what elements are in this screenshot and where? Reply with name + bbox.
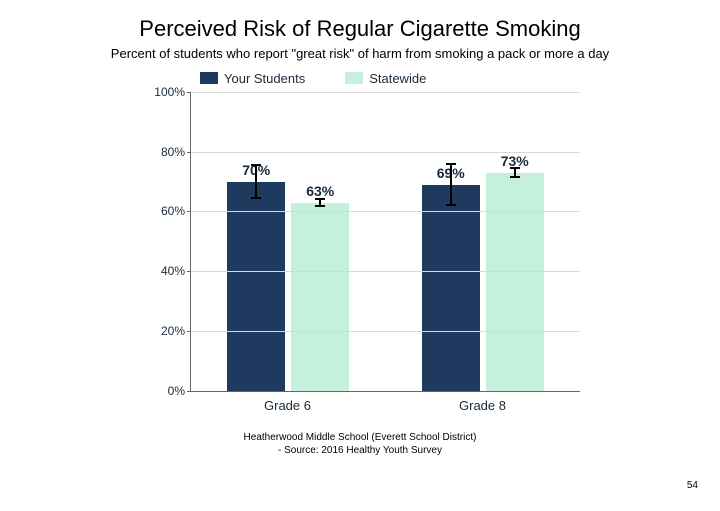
gridline [191,92,580,93]
chart-subtitle: Percent of students who report "great ri… [60,46,660,63]
bar-wrap: 70% [227,92,285,391]
y-tick-label: 20% [141,324,185,338]
bar: 70% [227,182,285,391]
legend: Your Students Statewide [140,71,580,86]
bar-wrap: 73% [486,92,544,391]
bar-group: 70%63% [191,92,386,391]
legend-label: Statewide [369,71,426,86]
gridline [191,211,580,212]
x-tick-label: Grade 8 [385,392,580,413]
footer-source: Heatherwood Middle School (Everett Schoo… [60,431,660,457]
bar-value-label: 73% [501,153,529,169]
chart-title: Perceived Risk of Regular Cigarette Smok… [60,16,660,42]
y-tick-label: 0% [141,384,185,398]
error-bar [450,164,452,205]
page-number: 54 [687,480,698,491]
legend-item: Statewide [345,71,426,86]
bar: 63% [291,203,349,391]
error-bar [514,168,516,177]
x-axis: Grade 6Grade 8 [190,392,580,413]
legend-swatch [345,72,363,84]
legend-swatch [200,72,218,84]
error-bar [319,199,321,207]
gridline [191,271,580,272]
bar: 69% [422,185,480,391]
y-tick-label: 60% [141,204,185,218]
y-tick-label: 100% [141,85,185,99]
footer-line2: - Source: 2016 Healthy Youth Survey [60,444,660,457]
bar-value-label: 63% [306,183,334,199]
error-bar [255,165,257,198]
legend-label: Your Students [224,71,305,86]
y-tick-label: 80% [141,145,185,159]
bar-wrap: 63% [291,92,349,391]
legend-item: Your Students [200,71,305,86]
y-tick-label: 40% [141,264,185,278]
x-tick-label: Grade 6 [190,392,385,413]
plot-area: 70%63%69%73% 0%20%40%60%80%100% [190,92,580,392]
chart-area: Your StudentsStatewide 70%63%69%73% 0%20… [140,71,580,413]
gridline [191,152,580,153]
bar-group: 69%73% [386,92,581,391]
bar: 73% [486,173,544,391]
gridline [191,331,580,332]
footer-line1: Heatherwood Middle School (Everett Schoo… [60,431,660,444]
bar-wrap: 69% [422,92,480,391]
